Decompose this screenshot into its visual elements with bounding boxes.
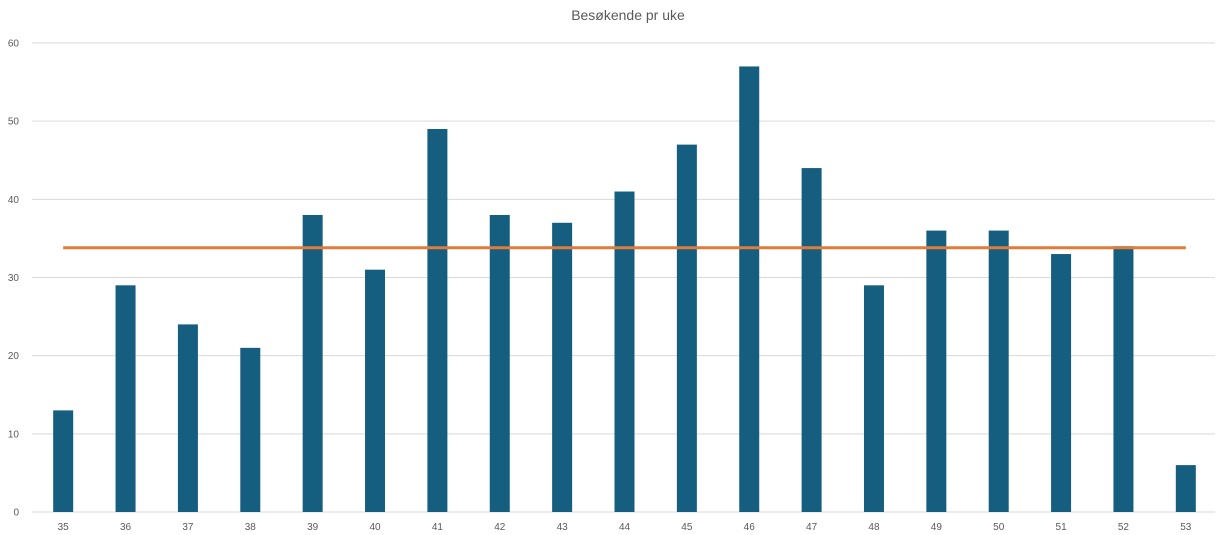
bar <box>1051 254 1072 513</box>
bar <box>1113 246 1134 512</box>
x-tick-label: 43 <box>557 522 569 533</box>
bar <box>1175 465 1196 512</box>
x-tick-label: 51 <box>1056 522 1068 533</box>
x-tick-label: 40 <box>369 522 381 533</box>
x-tick-label: 49 <box>931 522 943 533</box>
x-tick-label: 48 <box>868 522 880 533</box>
y-tick-label: 10 <box>8 429 20 440</box>
bar <box>988 230 1009 512</box>
y-axis-ticks: 0 10 20 30 40 50 60 <box>8 39 20 519</box>
x-tick-label: 35 <box>58 522 70 533</box>
x-tick-label: 45 <box>681 522 693 533</box>
x-tick-label: 44 <box>619 522 631 533</box>
chart-title: Besøkende pr uke <box>571 7 685 23</box>
y-tick-label: 20 <box>8 351 20 362</box>
x-tick-label: 47 <box>806 522 818 533</box>
y-tick-label: 0 <box>13 508 19 519</box>
bar <box>177 324 198 512</box>
x-axis-ticks: 35 36 37 38 39 40 41 42 43 44 45 46 47 48 49 50 51 52 53 <box>58 522 1192 533</box>
y-tick-label: 30 <box>8 273 20 284</box>
bar <box>801 168 822 513</box>
bar <box>115 285 136 512</box>
bar <box>427 128 448 512</box>
bar <box>240 347 261 512</box>
y-tick-label: 50 <box>8 117 20 128</box>
x-tick-label: 53 <box>1180 522 1192 533</box>
y-tick-label: 40 <box>8 195 20 206</box>
x-tick-label: 46 <box>744 522 756 533</box>
x-tick-label: 39 <box>307 522 319 533</box>
x-tick-label: 50 <box>993 522 1005 533</box>
x-tick-label: 52 <box>1118 522 1130 533</box>
bar <box>863 285 884 512</box>
bar <box>676 144 697 512</box>
bar <box>489 214 510 512</box>
x-tick-label: 38 <box>245 522 257 533</box>
x-tick-label: 36 <box>120 522 132 533</box>
y-tick-label: 60 <box>8 39 20 50</box>
x-tick-label: 42 <box>494 522 506 533</box>
bar <box>365 269 386 512</box>
x-tick-label: 37 <box>182 522 194 533</box>
bar <box>739 66 760 512</box>
bar <box>926 230 947 512</box>
bar <box>53 410 74 512</box>
bar-series <box>53 66 1196 513</box>
bar <box>302 214 323 512</box>
bar <box>614 191 635 512</box>
bar <box>552 222 573 513</box>
x-tick-label: 41 <box>432 522 444 533</box>
